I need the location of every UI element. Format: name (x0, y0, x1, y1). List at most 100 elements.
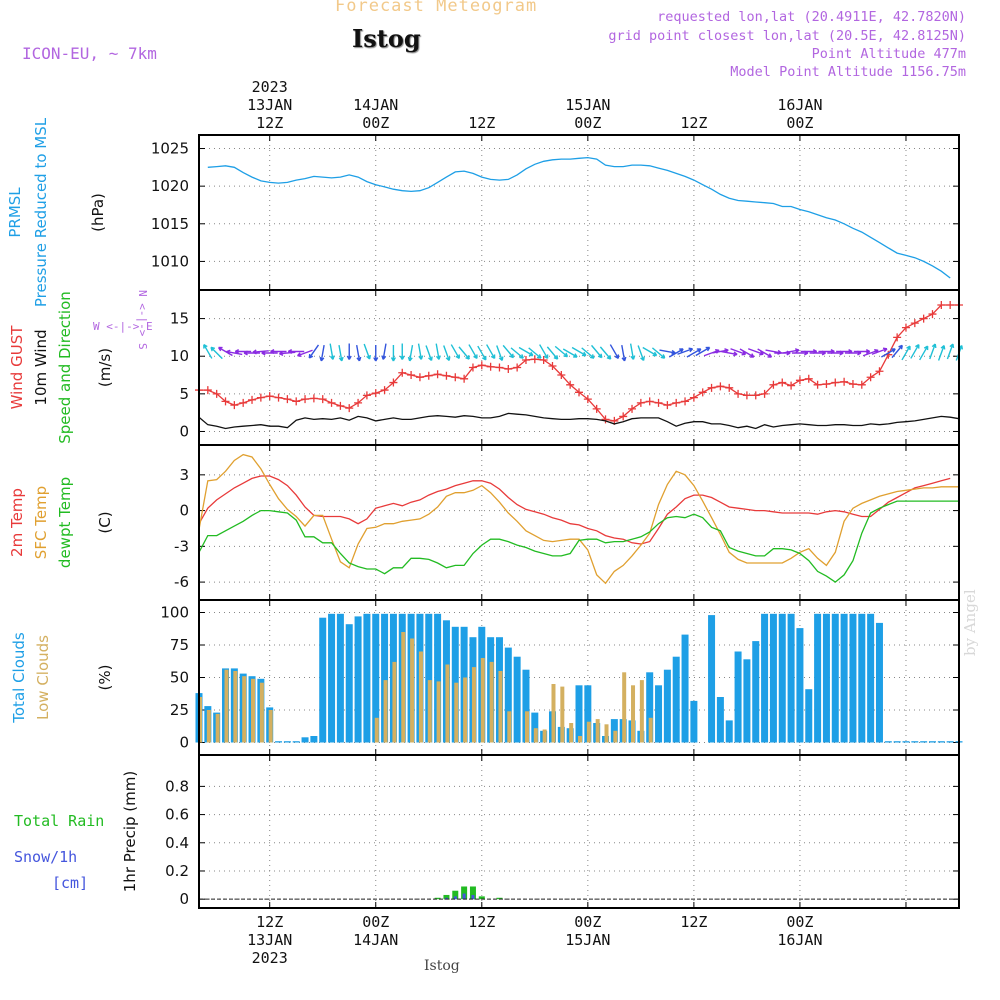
cloud-bar (301, 737, 309, 743)
cloud-bar (928, 741, 936, 743)
gust-marker (203, 386, 212, 395)
wind-arrow (518, 346, 534, 357)
wind-arrow (443, 345, 451, 362)
top-time-label: 00Z (786, 114, 813, 132)
gust-marker (415, 373, 424, 382)
ytick-label: 1025 (151, 140, 189, 158)
precip-label-rain: Total Rain (14, 812, 104, 830)
panel-frame (198, 444, 960, 601)
rain-bar (478, 896, 485, 900)
cloud-bar (867, 613, 875, 743)
low-cloud-bar (471, 667, 476, 743)
ytick-label: 10 (170, 347, 189, 365)
gust-marker (548, 361, 557, 370)
panel-unit: 1hr Precip (mm) (121, 771, 139, 892)
precip-label-snow-unit: [cm] (52, 874, 88, 892)
wind-arrow (919, 345, 929, 361)
series-snow-1h (444, 893, 475, 900)
cloud-bar (363, 613, 371, 743)
ytick-label: 0 (179, 502, 189, 520)
series-total-clouds (195, 613, 963, 743)
wind-arrow (308, 344, 320, 359)
low-cloud-bar (268, 710, 273, 743)
gust-marker (787, 381, 796, 390)
wind-arrow (287, 348, 305, 355)
wind-arrow (217, 346, 233, 357)
gust-marker (504, 365, 513, 374)
cloud-bar (690, 700, 698, 743)
wind-arrow (297, 349, 313, 358)
wind-arrow (677, 347, 694, 355)
gust-marker (848, 380, 857, 389)
panel-frame (198, 754, 960, 909)
cloud-bar (911, 741, 919, 743)
top-time-label: 00Z (574, 114, 601, 132)
gust-marker (663, 401, 672, 410)
gust-marker (539, 355, 548, 364)
gust-marker (221, 397, 230, 406)
rain-bar (443, 894, 450, 900)
compass-rose: W <-|-> EN <-|-> S (93, 290, 153, 350)
cloud-bar (283, 741, 291, 743)
gust-marker (645, 397, 654, 406)
cloud-bar (752, 641, 760, 743)
wind-arrow (642, 346, 658, 357)
gust-marker (840, 377, 849, 386)
series-10m-wind (198, 412, 960, 430)
gust-marker (327, 398, 336, 407)
cloud-bar (734, 651, 742, 743)
bottom-time-label: 00Z (574, 913, 601, 931)
cloud-bar (822, 613, 830, 743)
gust-marker (583, 395, 592, 404)
ytick-label: 1020 (151, 177, 189, 195)
wind-arrow (450, 344, 460, 360)
gust-marker (575, 388, 583, 397)
gust-marker (477, 361, 486, 370)
gust-marker (380, 386, 389, 395)
cloud-bar (354, 616, 362, 743)
cloud-bar (531, 712, 539, 743)
gust-marker (875, 367, 884, 376)
wind-arrow (468, 344, 478, 360)
cloud-bar (275, 741, 283, 743)
series-10m-wind-line (198, 412, 960, 430)
wind-arrow (319, 345, 325, 362)
gust-marker (239, 398, 248, 407)
top-time-label: 14JAN (353, 96, 398, 114)
place-title: Istog (352, 24, 421, 53)
gust-marker (566, 380, 575, 389)
wind-arrow (881, 348, 896, 358)
series-prmsl (207, 156, 951, 279)
wind-arrow (390, 345, 396, 362)
gust-marker (716, 382, 725, 391)
gust-marker (433, 370, 442, 379)
wind-arrow (502, 344, 515, 359)
low-cloud-bar (418, 651, 423, 743)
gust-marker (513, 363, 522, 372)
wind-arrow (686, 348, 702, 358)
wind-arrow (363, 343, 371, 360)
cloud-bar (425, 613, 433, 743)
gust-marker (354, 398, 363, 407)
wind-arrow (528, 347, 542, 359)
cloud-bar (513, 656, 521, 743)
top-time-label: 2023 (252, 78, 288, 96)
snow-bar (444, 897, 448, 900)
panel-label-1: 10m Wind (32, 329, 50, 405)
panel-labels-clouds: Total Clouds Low Clouds (%) (10, 632, 114, 724)
low-cloud-bar (631, 685, 636, 743)
panel-unit: (m/s) (96, 348, 114, 387)
wind-arrow (399, 343, 405, 360)
low-cloud-bar (480, 658, 485, 743)
cloud-bar (672, 656, 680, 743)
cloud-bar (831, 613, 839, 743)
low-cloud-bar (569, 723, 574, 743)
wind-arrow (279, 350, 296, 356)
gust-marker (946, 301, 955, 310)
cloud-bar (787, 613, 795, 743)
wind-arrow (234, 348, 252, 355)
wind-arrow (329, 343, 335, 360)
cloud-bar (381, 613, 389, 743)
panel-label-1: Pressure Reduced to MSL (32, 117, 50, 307)
gust-marker (795, 376, 804, 385)
